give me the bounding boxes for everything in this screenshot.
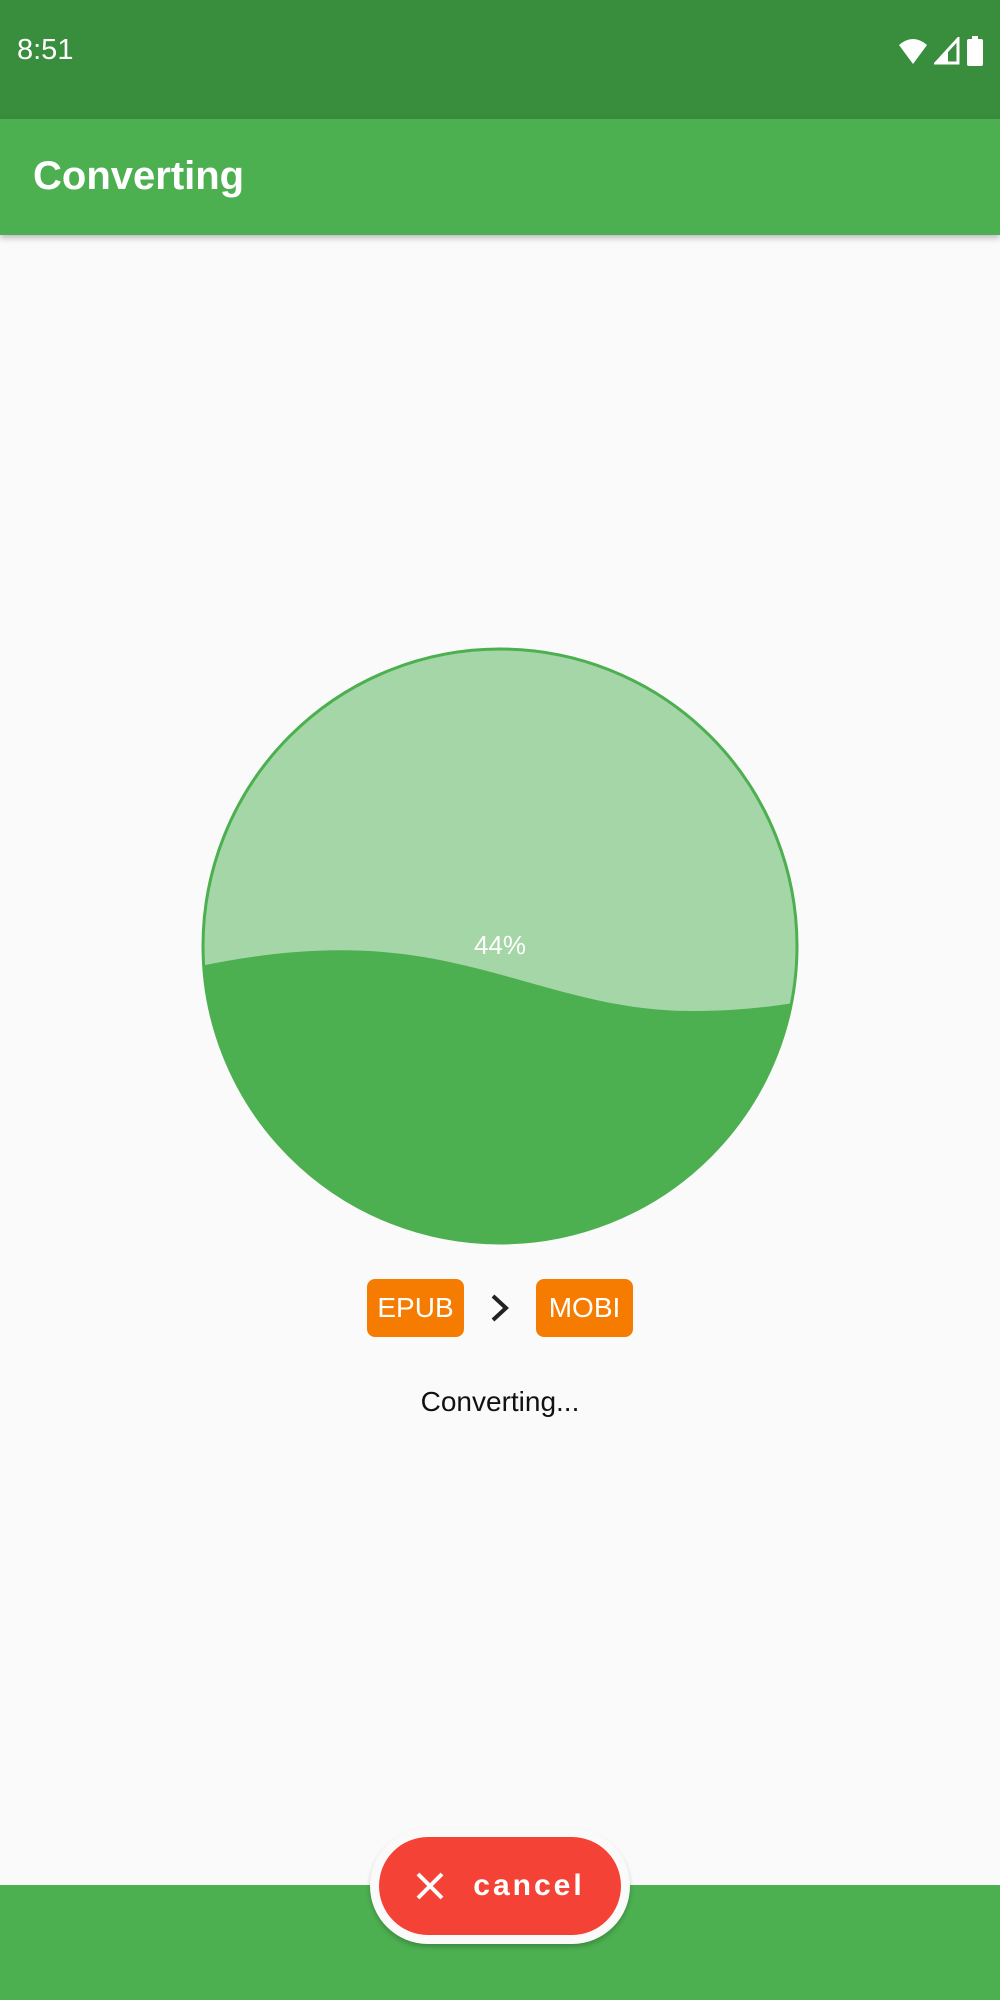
progress-percent: 44% [473, 930, 527, 960]
status-message: Converting... [420, 1386, 580, 1417]
source-format-chip: EPUB [367, 1279, 464, 1337]
clock: 8:51 [17, 34, 74, 66]
cancel-button[interactable]: cancel [379, 1837, 621, 1935]
chevron-right-icon [491, 1294, 509, 1322]
gauge-border [201, 647, 799, 1245]
cancel-label: cancel [473, 1869, 585, 1902]
target-format-chip: MOBI [536, 1279, 633, 1337]
signal-icon [934, 37, 960, 65]
battery-icon [967, 36, 983, 66]
close-icon [416, 1872, 444, 1900]
app-bar: Converting [0, 119, 1000, 235]
gauge-wave-fill [202, 950, 798, 1244]
page-title: Converting [33, 154, 245, 198]
progress-wave-gauge [201, 647, 799, 1245]
wifi-icon [899, 39, 927, 64]
status-bar: 8:51 [0, 0, 1000, 119]
